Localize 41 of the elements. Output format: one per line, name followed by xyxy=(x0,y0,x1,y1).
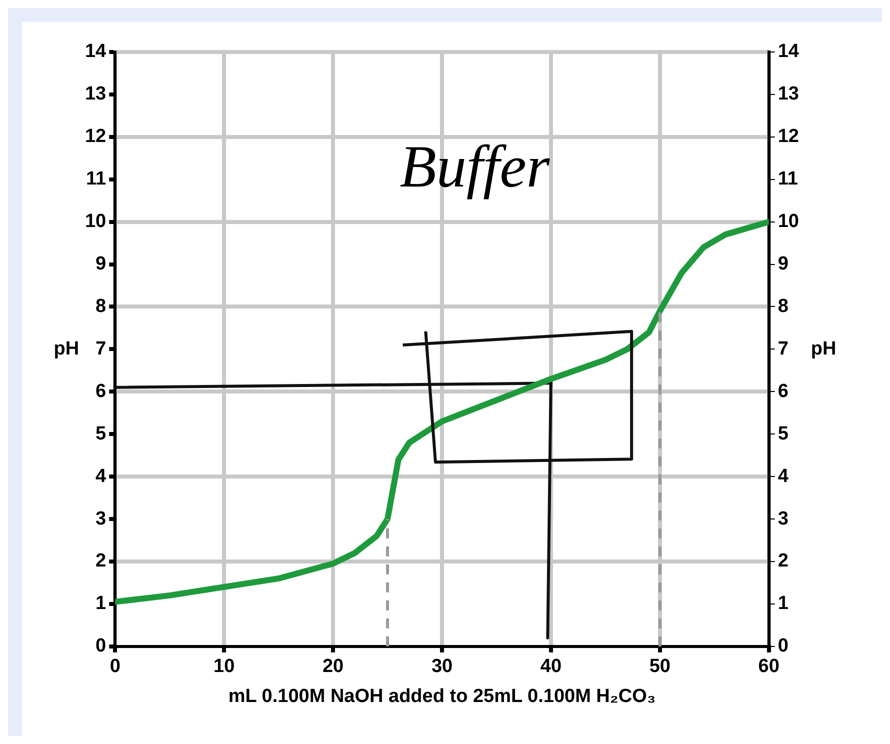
y-tick-label: 5 xyxy=(96,423,107,444)
y2-tick-label: 0 xyxy=(778,636,788,657)
y2-tick-label: 6 xyxy=(778,380,788,402)
y2-tick-label: 12 xyxy=(778,126,800,148)
y2-tick-label: 10 xyxy=(778,211,800,232)
x-tick-label: 20 xyxy=(322,656,344,678)
x-tick-label: 0 xyxy=(110,656,120,678)
y-tick-label: 10 xyxy=(84,211,106,232)
y-tick-label: 3 xyxy=(96,508,106,530)
y-axis-title: pH xyxy=(54,338,80,360)
y-tick-label: 7 xyxy=(96,338,106,360)
y-tick-label: 6 xyxy=(96,380,106,402)
x-axis-title: mL 0.100M NaOH added to 25mL 0.100M H₂CO₃ xyxy=(228,686,656,707)
y-tick-label: 13 xyxy=(84,84,106,105)
y-tick-label: 0 xyxy=(96,636,106,657)
x-tick-label: 30 xyxy=(431,656,453,678)
y2-tick-label: 3 xyxy=(778,508,788,530)
y2-tick-label: 1 xyxy=(778,593,789,614)
y-tick-label: 8 xyxy=(96,296,106,317)
y2-axis-title: pH xyxy=(810,338,836,360)
y2-tick-label: 14 xyxy=(778,41,800,62)
x-tick-label: 40 xyxy=(540,656,562,678)
y2-tick-label: 5 xyxy=(778,423,789,444)
y2-tick-label: 8 xyxy=(778,296,788,317)
x-tick-label: 10 xyxy=(214,656,235,678)
y2-tick-label: 9 xyxy=(778,254,788,275)
y2-tick-label: 13 xyxy=(778,84,800,105)
y2-tick-label: 7 xyxy=(778,338,788,360)
y-tick-label: 2 xyxy=(96,550,106,572)
y2-tick-label: 11 xyxy=(778,168,798,190)
y-tick-label: 1 xyxy=(96,593,107,614)
annotation: Buffer xyxy=(400,134,550,200)
y-tick-label: 11 xyxy=(86,168,107,190)
y-tick-label: 12 xyxy=(84,126,106,148)
y-tick-label: 9 xyxy=(96,254,106,275)
y2-tick-label: 2 xyxy=(778,550,788,572)
y-tick-label: 14 xyxy=(84,41,107,62)
y2-tick-label: 4 xyxy=(778,466,789,487)
x-tick-label: 60 xyxy=(758,656,780,678)
y-tick-label: 4 xyxy=(96,466,107,487)
x-tick-label: 50 xyxy=(649,656,670,678)
